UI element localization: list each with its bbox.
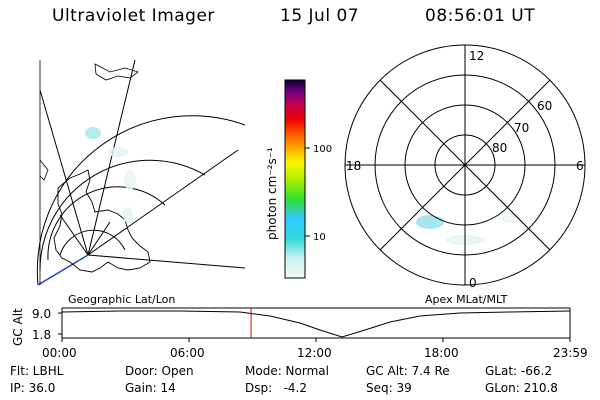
colorbar-unit-label: photon cm⁻²s⁻¹ — [265, 147, 279, 240]
timeline-xtick-0600: 06:00 — [170, 346, 205, 360]
mlt-label-6: 6 — [576, 159, 584, 173]
altitude-curve — [61, 310, 571, 338]
colorbar-tick-100: 100 — [313, 144, 332, 155]
colorbar: 100 10 photon cm⁻²s⁻¹ — [265, 79, 332, 279]
horizon-line — [37, 254, 89, 286]
glat-info: GLat: -66.2 — [485, 364, 552, 378]
door-info: Door: Open — [125, 364, 194, 378]
filter-info: Flt: LBHL — [10, 364, 64, 378]
seq-info: Seq: 39 — [366, 381, 412, 395]
aurora-map — [85, 127, 136, 223]
coastline — [53, 169, 151, 273]
mlat-label-60: 60 — [537, 99, 552, 113]
timeline-ytick-9: 9.0 — [32, 307, 51, 321]
mode-info: Mode: Normal — [245, 364, 329, 378]
timeline-xtick-1800: 18:00 — [424, 346, 459, 360]
geographic-label: Geographic Lat/Lon — [68, 293, 175, 306]
dsp-info: Dsp: -4.2 — [245, 381, 308, 395]
mlat-label-70: 70 — [514, 121, 529, 135]
coastline-north — [94, 63, 139, 81]
orbit-timeline: 9.0 1.8 GC Alt 00:00 06:00 12:00 18:00 2… — [11, 307, 588, 360]
polar-plot: 12 18 6 0 60 70 80 — [344, 44, 586, 290]
timeline-ylabel: GC Alt — [11, 308, 25, 346]
gc-alt-info: GC Alt: 7.4 Re — [366, 364, 450, 378]
instrument-title: Ultraviolet Imager — [52, 6, 215, 26]
date-label: 15 Jul 07 — [280, 6, 360, 26]
mlt-label-0: 0 — [469, 276, 477, 290]
apex-label: Apex MLat/MLT — [425, 293, 508, 306]
ip-info: IP: 36.0 — [10, 381, 56, 395]
glon-info: GLon: 210.8 — [485, 381, 558, 395]
latitude-circles — [36, 115, 246, 286]
mlt-label-12: 12 — [469, 49, 484, 63]
mlt-label-18: 18 — [346, 159, 361, 173]
gain-info: Gain: 14 — [125, 381, 176, 395]
colorbar-tick-10: 10 — [313, 232, 326, 243]
timeline-xtick-0000: 00:00 — [42, 346, 77, 360]
geographic-map — [36, 59, 246, 286]
mlat-label-80: 80 — [492, 141, 507, 155]
timeline-xtick-1200: 12:00 — [297, 346, 332, 360]
timeline-ytick-1-8: 1.8 — [32, 328, 51, 342]
aurora-polar — [416, 215, 444, 229]
timeline-xtick-2359: 23:59 — [553, 346, 588, 360]
longitude-lines — [39, 59, 246, 269]
time-label: 08:56:01 UT — [425, 6, 536, 26]
